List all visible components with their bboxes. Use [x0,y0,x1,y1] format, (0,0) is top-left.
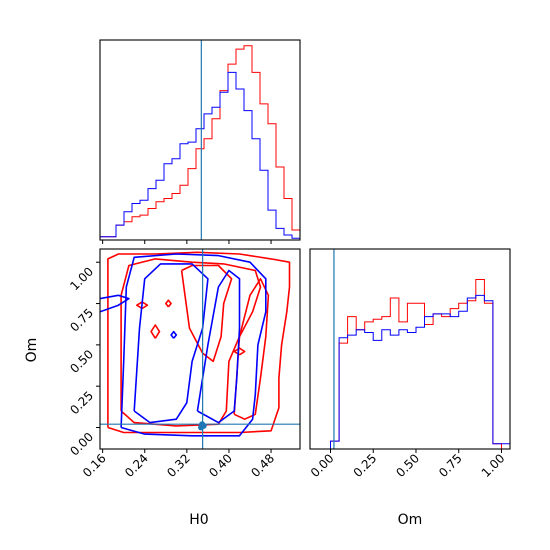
contour-0000ff-inner [133,263,209,424]
om-x-tick-label-3: 0.75 [436,451,465,480]
contour-0000ff-speck-1 [170,330,178,339]
om-y-tick-label-1: 0.25 [67,388,96,417]
joint-frame [99,248,301,450]
h0-x-tick-label-3: 0.40 [206,451,235,480]
om-x-tick-label-4: 1.00 [479,451,508,480]
h0-om-contour-panel: 0.16 0.24 0.32 0.40 0.48 0.00 0.25 0.50 0.75 1.00 [67,248,301,480]
joint-sample-point-2 [199,421,206,428]
h0-x-tick-label-0: 0.16 [80,451,109,480]
om-y-tick-label-4: 1.00 [67,264,96,293]
contour-0000ff-wing [100,294,130,313]
om-x-tick-label-2: 0.50 [393,451,422,480]
h0-hist-series-1 [99,71,301,240]
om-histogram-panel: 0.00 0.25 0.50 0.75 1.00 [308,248,511,480]
contour-ff0000-island-2 [233,278,270,420]
om-y-tick-label-2: 0.50 [67,347,96,376]
joint-plot-area [100,249,300,449]
h0-x-tick-label-2: 0.32 [164,451,193,480]
h0-hist-frame [99,39,301,241]
y-axis-label-om: Om [24,338,40,363]
om-hist-series-0 [313,279,510,450]
contour-0000ff-inner-right [196,269,241,424]
h0-x-tick-label-4: 0.48 [248,451,277,480]
contour-0000ff-outer [120,253,267,437]
x-axis-label-om: Om [398,512,423,528]
om-y-tick-label-0: 0.00 [67,430,96,459]
contour-ff0000-outer [107,251,291,434]
contour-ff0000-speck-2 [165,299,172,308]
h0-hist-series-0 [99,45,301,240]
om-hist-series-1 [313,294,511,450]
om-x-tick-label-0: 0.00 [308,451,337,480]
contour-ff0000-inner [120,258,262,427]
contour-ff0000-speck-4 [233,347,246,356]
h0-x-tick-label-1: 0.24 [122,451,151,480]
om-x-tick-label-1: 0.25 [351,451,380,480]
om-y-tick-label-3: 0.75 [67,306,96,335]
contour-ff0000-island-1 [180,264,233,363]
contour-ff0000-speck-3 [150,324,161,339]
om-hist-frame [309,248,511,450]
x-axis-label-h0: H0 [189,512,208,528]
h0-histogram-panel [99,39,301,244]
